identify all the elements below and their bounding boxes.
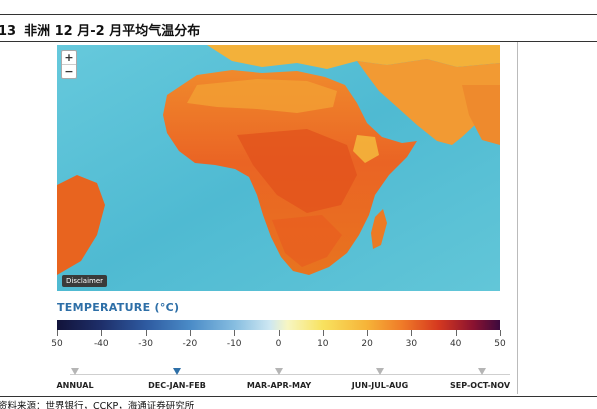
colorbar-tick-label: 0 <box>275 339 282 349</box>
africa-temperature-map <box>57 45 500 291</box>
season-marker[interactable] <box>275 368 283 375</box>
colorbar-tick-label: -20 <box>182 339 198 349</box>
colorbar-tick <box>101 330 103 336</box>
season-marker[interactable] <box>173 368 181 375</box>
colorbar-tick <box>57 330 58 336</box>
season-option-sep-oct-nov[interactable]: SEP-OCT-NOV <box>449 381 511 390</box>
season-option-dec-jan-feb[interactable]: DEC-JAN-FEB <box>148 381 206 390</box>
season-marker[interactable] <box>376 368 384 375</box>
colorbar-tick <box>189 330 191 336</box>
season-option-jun-jul-aug[interactable]: JUN-JUL-AUG <box>351 381 409 390</box>
colorbar-tick <box>455 330 457 336</box>
southern-hot-zone <box>272 215 342 267</box>
colorbar-tick-label: 50 <box>494 339 506 349</box>
right-divider <box>517 42 518 394</box>
madagascar <box>371 209 387 249</box>
title-rule <box>0 41 597 42</box>
colorbar-tick <box>278 330 280 336</box>
sahara-zone <box>187 79 337 113</box>
europe-region <box>207 45 500 69</box>
season-marker[interactable] <box>71 368 79 375</box>
colorbar-tick-label: -40 <box>93 339 109 349</box>
colorbar-tick <box>145 330 147 336</box>
colorbar-tick-label: -10 <box>226 339 242 349</box>
central-hot-zone <box>237 129 357 213</box>
india-region <box>462 85 500 145</box>
south-america-region <box>57 175 105 275</box>
zoom-out-button[interactable]: − <box>62 64 76 78</box>
zoom-controls: + − <box>61 50 77 79</box>
arabia-region <box>357 59 500 145</box>
top-rule <box>0 14 597 15</box>
figure-number: 13 <box>0 24 17 39</box>
highland-zone <box>353 135 379 163</box>
colorbar-tick-label: -30 <box>138 339 153 349</box>
colorbar-tick-label: 20 <box>361 339 373 349</box>
season-marker[interactable] <box>478 368 486 375</box>
colorbar-tick <box>500 330 501 336</box>
season-option-mar-apr-may[interactable]: MAR-APR-MAY <box>246 381 312 390</box>
season-timeline <box>70 374 510 375</box>
colorbar-tick-label: 40 <box>449 339 462 349</box>
colorbar-tick-label: 50 <box>51 339 63 349</box>
colorbar-tick-label: 30 <box>405 339 418 349</box>
source-note: 资料来源：世界银行，CCKP，海通证券研究所 <box>0 401 195 409</box>
figure-title: 13 非洲 12 月-2 月平均气温分布 <box>0 20 200 39</box>
figure-title-text: 非洲 12 月-2 月平均气温分布 <box>24 24 201 39</box>
temperature-map[interactable]: + − Disclaimer <box>57 45 500 291</box>
disclaimer-button[interactable]: Disclaimer <box>62 275 108 287</box>
colorbar-tick <box>234 330 236 336</box>
legend-title: TEMPERATURE (°C) <box>57 301 180 314</box>
bottom-rule <box>0 396 597 397</box>
colorbar-tick-label: 10 <box>317 339 329 349</box>
colorbar-tick <box>411 330 413 336</box>
colorbar-tick <box>322 330 324 336</box>
season-option-annual[interactable]: ANNUAL <box>56 381 94 390</box>
temperature-colorbar <box>57 320 500 330</box>
colorbar-tick <box>367 330 369 336</box>
zoom-in-button[interactable]: + <box>64 51 74 64</box>
